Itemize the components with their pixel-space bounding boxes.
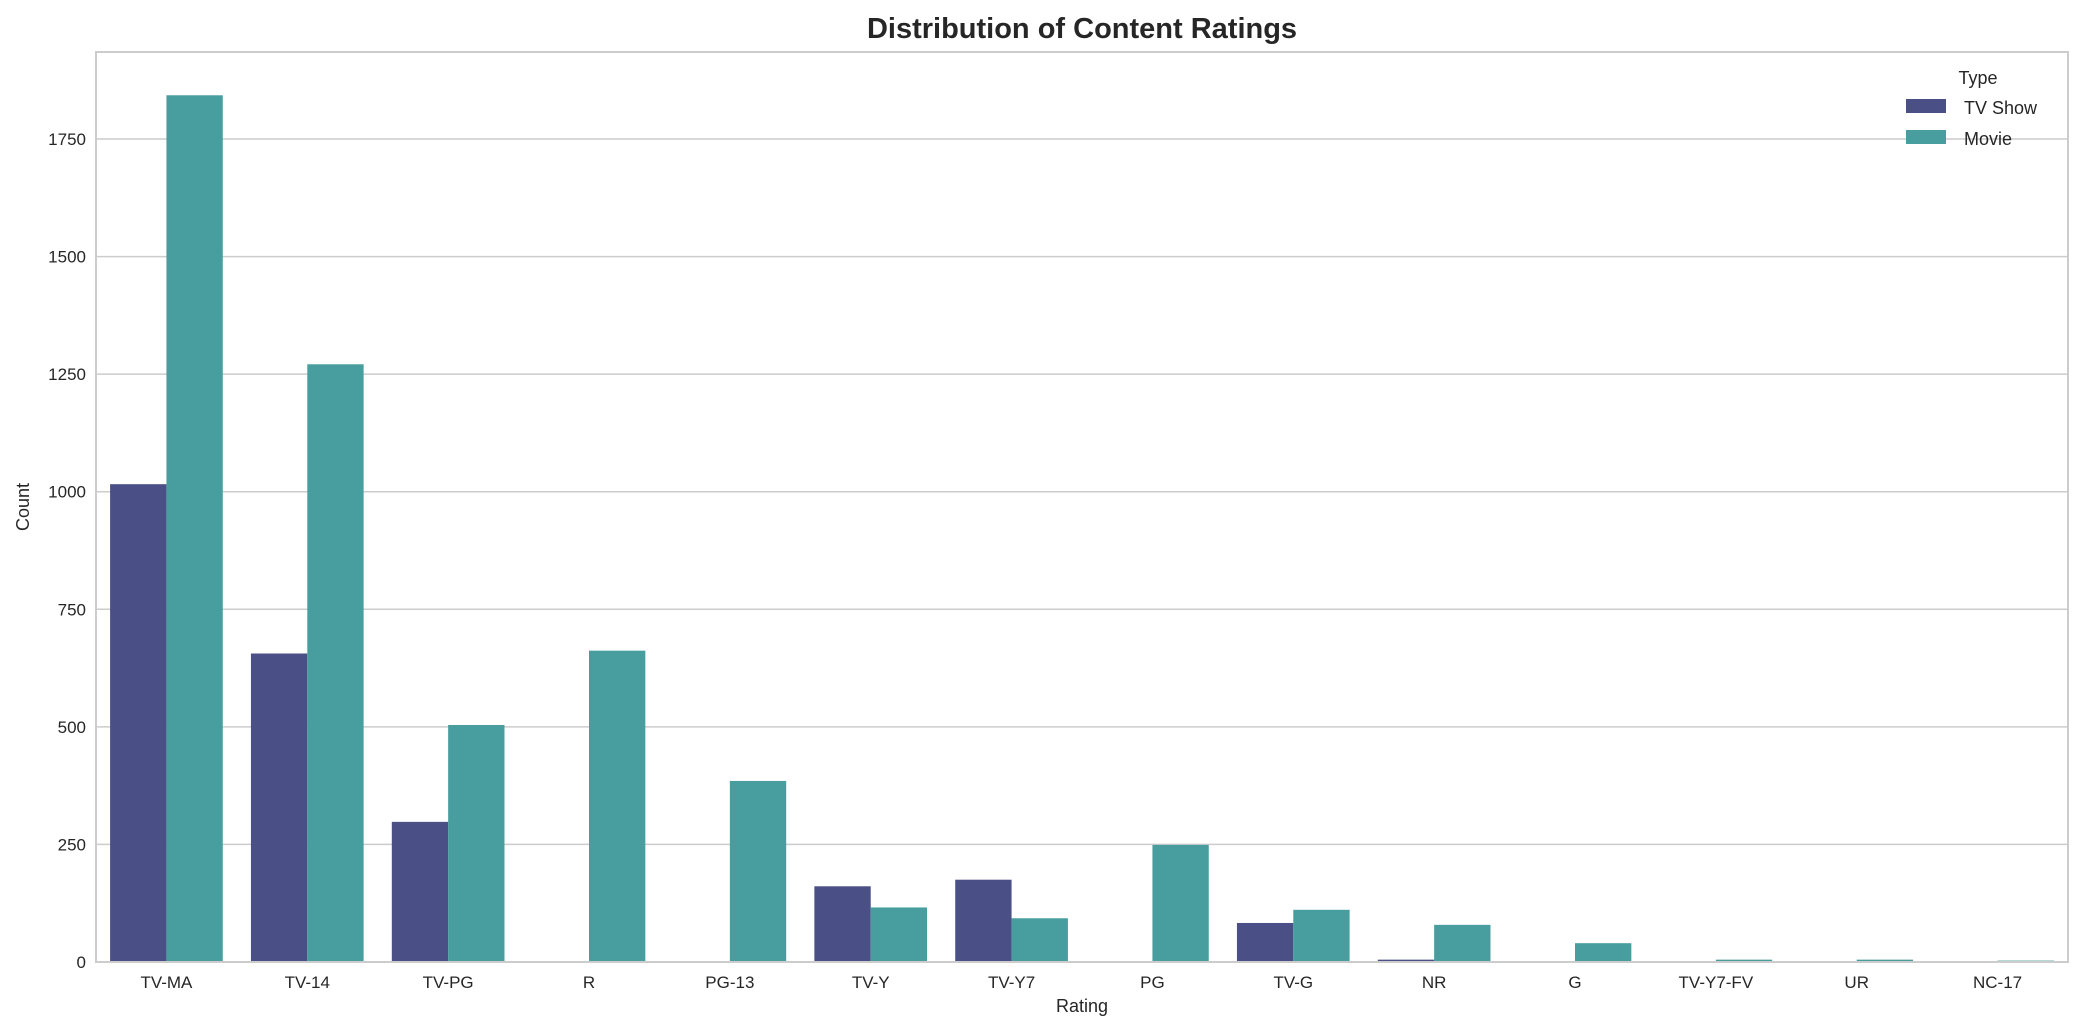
chart-title: Distribution of Content Ratings (867, 13, 1297, 45)
bar-movie-r (589, 651, 645, 962)
x-axis-label: Rating (1056, 996, 1108, 1016)
y-tick-label: 1000 (48, 483, 86, 502)
x-tick-label: TV-Y7 (988, 973, 1035, 992)
x-tick-label: TV-Y (852, 973, 890, 992)
bar-tv-show-tv-14 (251, 653, 307, 962)
x-tick-label: TV-G (1273, 973, 1313, 992)
bar-movie-tv-14 (307, 364, 363, 962)
x-tick-label: R (583, 973, 595, 992)
legend: Type TV Show Movie (1906, 68, 2038, 149)
x-tick-label: NR (1422, 973, 1447, 992)
x-tick-label: TV-MA (140, 973, 193, 992)
y-tick-label: 1500 (48, 248, 86, 267)
legend-swatch-tv-show (1906, 99, 1946, 113)
x-tick-label: PG (1140, 973, 1165, 992)
legend-title: Type (1958, 68, 1997, 88)
y-tick-label: 1750 (48, 130, 86, 149)
x-tick-label: NC-17 (1973, 973, 2022, 992)
bar-movie-pg (1152, 845, 1208, 962)
x-tick-label: G (1568, 973, 1581, 992)
bar-movie-tv-ma (166, 95, 222, 962)
x-tick-label: PG-13 (705, 973, 754, 992)
bar-movie-g (1575, 943, 1631, 962)
legend-swatch-movie (1906, 130, 1946, 144)
y-tick-labels: 0 250 500 750 1000 1250 1500 1750 (48, 130, 86, 972)
bar-movie-tv-pg (448, 725, 504, 962)
x-tick-labels: TV-MA TV-14 TV-PG R PG-13 TV-Y TV-Y7 PG TV-G NR G T… (140, 973, 2022, 992)
bar-tv-show-tv-pg (392, 822, 448, 962)
y-tick-label: 250 (58, 835, 86, 854)
bar-movie-nr (1434, 925, 1490, 962)
bar-movie-tv-y (871, 907, 927, 962)
y-tick-label: 0 (77, 953, 86, 972)
bar-tv-show-tv-g (1237, 923, 1293, 962)
bar-movie-tv-y7 (1012, 918, 1068, 962)
x-tick-label: TV-PG (423, 973, 474, 992)
legend-label-movie: Movie (1964, 129, 2012, 149)
bar-tv-show-tv-y7 (955, 880, 1011, 962)
y-tick-label: 500 (58, 718, 86, 737)
legend-label-tv-show: TV Show (1964, 98, 2038, 118)
x-tick-label: UR (1844, 973, 1869, 992)
bar-movie-pg-13 (730, 781, 786, 962)
x-tick-label: TV-14 (285, 973, 330, 992)
y-tick-label: 1250 (48, 365, 86, 384)
x-tick-label: TV-Y7-FV (1679, 973, 1754, 992)
bar-tv-show-tv-ma (110, 484, 166, 962)
y-tick-label: 750 (58, 600, 86, 619)
y-axis-label: Count (13, 483, 33, 531)
bar-tv-show-tv-y (814, 886, 870, 962)
bars (110, 95, 2054, 962)
bar-movie-tv-g (1293, 910, 1349, 962)
